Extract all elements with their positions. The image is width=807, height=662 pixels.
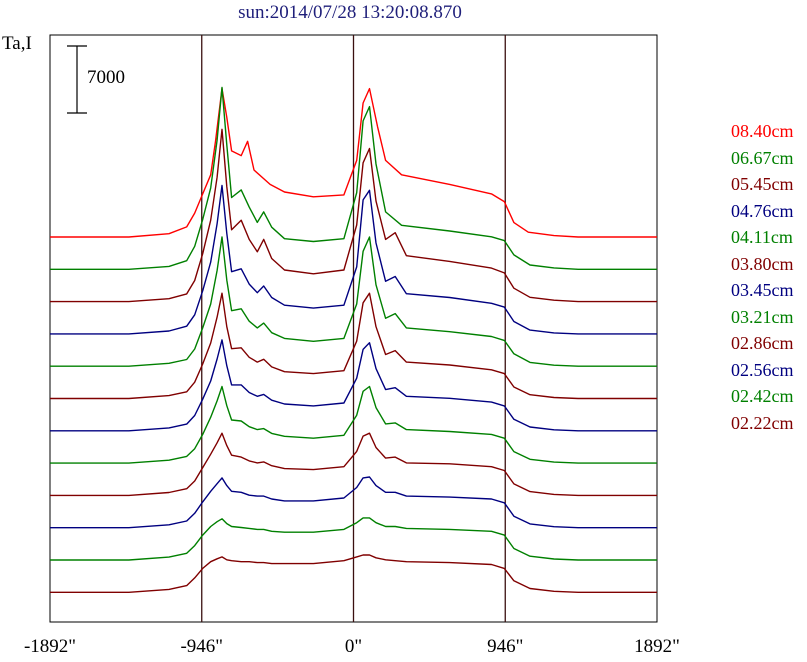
x-tick-label: -946": [180, 636, 224, 657]
legend-entry: 02.86cm: [731, 333, 794, 353]
x-tick-label: -1892": [23, 636, 77, 657]
legend-entry: 04.76cm: [731, 200, 794, 221]
legend: 08.40cm 06.67cm 05.45cm 04.76cm 04.11cm 03.80…: [731, 118, 794, 436]
legend-entry: 02.42cm: [731, 386, 794, 406]
legend-entry: 03.80cm: [731, 253, 794, 274]
legend-entry: 06.67cm: [731, 147, 794, 168]
series-line-03.21cm: [50, 385, 657, 464]
legend-entry: 03.45cm: [731, 280, 794, 300]
legend-entry: 03.21cm: [731, 306, 794, 327]
scale-bar-label: 7000: [87, 67, 125, 88]
legend-entry: 04.11cm: [731, 227, 793, 247]
series-line-03.45cm: [50, 339, 657, 432]
legend-entry: 08.40cm: [731, 121, 794, 141]
x-tick-label: 1892": [634, 636, 680, 657]
series-line-05.45cm: [50, 128, 657, 303]
x-tick-label: 0": [344, 636, 363, 657]
series-line-03.80cm: [50, 292, 657, 400]
series-line-02.22cm: [50, 554, 657, 593]
series-line-02.42cm: [50, 517, 657, 561]
legend-entry: 02.56cm: [731, 359, 794, 380]
series-line-04.76cm: [50, 184, 657, 335]
vertical-lines: [201, 35, 506, 622]
series-line-08.40cm: [50, 87, 657, 238]
legend-entry: 05.45cm: [731, 174, 794, 194]
y-axis-label: Ta,I: [2, 33, 32, 54]
scale-bar: [67, 45, 87, 114]
chart-title: sun:2014/07/28 13:20:08.870: [238, 2, 462, 23]
series-line-02.86cm: [50, 432, 657, 497]
series-traces: [50, 86, 657, 593]
x-tick-label: 946": [487, 636, 524, 657]
series-line-02.56cm: [50, 476, 657, 529]
legend-entry: 02.22cm: [731, 412, 794, 433]
series-line-06.67cm: [50, 86, 657, 270]
series-line-04.11cm: [50, 236, 657, 367]
